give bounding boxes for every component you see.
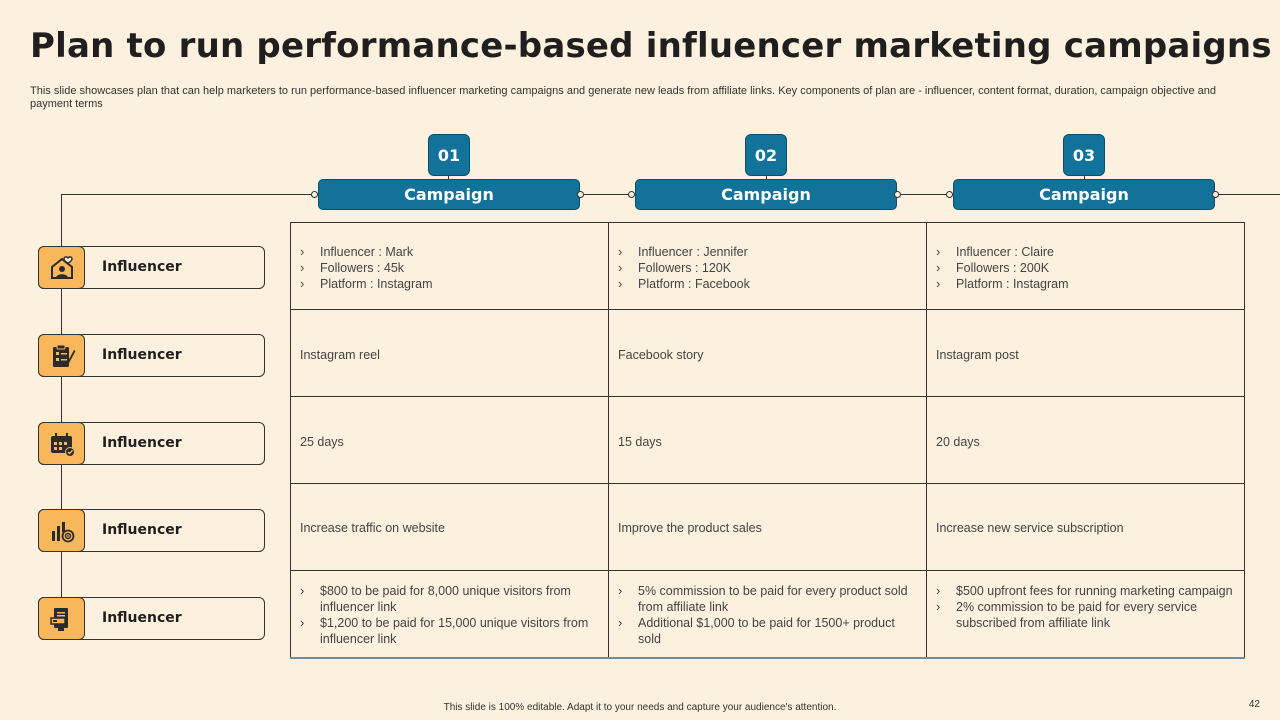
campaign-header-3: Campaign [953, 179, 1215, 210]
list-item: Additional $1,000 to be paid for 1500+ p… [618, 615, 917, 647]
table-cell: 25 days [290, 396, 609, 484]
table-cell: 5% commission to be paid for every produ… [608, 570, 927, 659]
list-item: $1,200 to be paid for 15,000 unique visi… [300, 615, 599, 647]
list-item: Influencer : Claire [936, 244, 1235, 260]
row-label-text: Influencer [102, 435, 182, 451]
campaign-number-2: 02 [745, 134, 787, 176]
page-title: Plan to run performance-based influencer… [30, 26, 1272, 66]
list-item: Influencer : Mark [300, 244, 599, 260]
row-label-text: Influencer [102, 522, 182, 538]
campaign-number-3: 03 [1063, 134, 1105, 176]
campaign-header-1: Campaign [318, 179, 580, 210]
table-row-format: Instagram reel Facebook story Instagram … [290, 309, 1245, 397]
list-item: $800 to be paid for 8,000 unique visitor… [300, 583, 599, 615]
connector-dot [628, 191, 635, 198]
table-cell: Facebook story [608, 309, 927, 397]
row-label-content-format: Influencer [38, 334, 265, 377]
row-label-objective: Influencer [38, 509, 265, 552]
payment-document-icon [38, 597, 85, 640]
list-item: 2% commission to be paid for every servi… [936, 599, 1235, 631]
row-label-text: Influencer [102, 259, 182, 275]
connector-num-3 [1084, 176, 1085, 180]
list-item: Followers : 200K [936, 260, 1235, 276]
table-cell: 15 days [608, 396, 927, 484]
list-item: $500 upfront fees for running marketing … [936, 583, 1235, 599]
list-item: Platform : Facebook [618, 276, 917, 292]
connector-dot [894, 191, 901, 198]
table-row-influencer: Influencer : Mark Followers : 45k Platfo… [290, 222, 1245, 310]
row-label-payment: Influencer [38, 597, 265, 640]
list-item: Platform : Instagram [300, 276, 599, 292]
campaign-number-1: 01 [428, 134, 470, 176]
table-cell: Instagram post [926, 309, 1245, 397]
connector-vertical [61, 194, 62, 618]
table-cell: $800 to be paid for 8,000 unique visitor… [290, 570, 609, 659]
connector-dot [1212, 191, 1219, 198]
connector-num-1 [448, 176, 449, 180]
table-cell: 20 days [926, 396, 1245, 484]
connector-dot [577, 191, 584, 198]
row-label-influencer: Influencer [38, 246, 265, 289]
table-cell: Increase new service subscription [926, 483, 1245, 571]
list-item: Influencer : Jennifer [618, 244, 917, 260]
table-cell: $500 upfront fees for running marketing … [926, 570, 1245, 659]
campaign-plan-table: Influencer : Mark Followers : 45k Platfo… [290, 222, 1245, 659]
page-subtitle: This slide showcases plan that can help … [30, 85, 1217, 110]
influencer-heart-icon [38, 246, 85, 289]
table-cell: Improve the product sales [608, 483, 927, 571]
table-row-payment: $800 to be paid for 8,000 unique visitor… [290, 570, 1245, 659]
row-label-text: Influencer [102, 347, 182, 363]
campaign-header-2: Campaign [635, 179, 897, 210]
footer-note: This slide is 100% editable. Adapt it to… [443, 702, 837, 713]
target-chart-icon [38, 509, 85, 552]
connector-dot [946, 191, 953, 198]
table-cell: Influencer : Mark Followers : 45k Platfo… [290, 222, 609, 310]
list-item: Followers : 120K [618, 260, 917, 276]
table-row-objective: Increase traffic on website Improve the … [290, 483, 1245, 571]
table-cell: Influencer : Claire Followers : 200K Pla… [926, 222, 1245, 310]
calendar-check-icon [38, 422, 85, 465]
row-label-duration: Influencer [38, 422, 265, 465]
row-label-text: Influencer [102, 610, 182, 626]
table-cell: Instagram reel [290, 309, 609, 397]
list-item: Platform : Instagram [936, 276, 1235, 292]
list-item: Followers : 45k [300, 260, 599, 276]
connector-dot [311, 191, 318, 198]
table-cell: Increase traffic on website [290, 483, 609, 571]
table-row-duration: 25 days 15 days 20 days [290, 396, 1245, 484]
clipboard-pen-icon [38, 334, 85, 377]
page-number: 42 [1248, 699, 1260, 710]
table-cell: Influencer : Jennifer Followers : 120K P… [608, 222, 927, 310]
list-item: 5% commission to be paid for every produ… [618, 583, 917, 615]
connector-num-2 [766, 176, 767, 180]
